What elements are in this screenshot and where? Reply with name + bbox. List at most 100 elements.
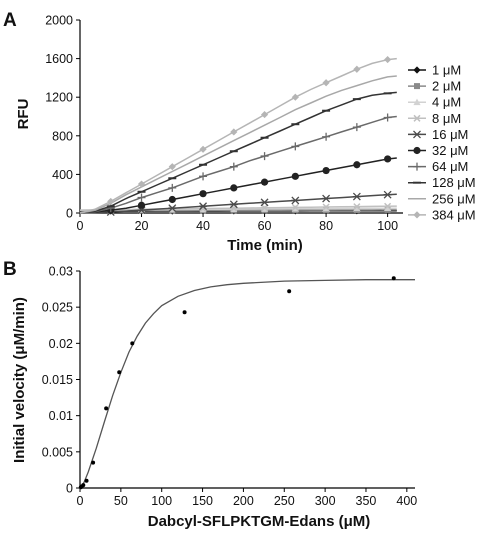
series-point-384-m	[107, 197, 115, 206]
legend-label-4-m: 4 μM	[432, 95, 461, 110]
panel-b-x-tick-label: 400	[396, 494, 417, 508]
series-point-384-m	[199, 145, 207, 153]
panel-b-x-axis-title: Dabcyl-SFLPKTGM-Edans (μM)	[148, 513, 371, 530]
panel-b-y-tick-label: 0.015	[42, 373, 73, 387]
series-point-8-m	[291, 203, 299, 211]
series-point-16-m	[229, 200, 238, 209]
series-point-384-m	[322, 79, 330, 87]
panel-b-y-tick-label: 0.005	[42, 445, 73, 459]
panel-a-y-tick-label: 1600	[45, 52, 73, 66]
panel-a-x-tick-label: 0	[77, 219, 84, 233]
legend-label-2-m: 2 μM	[432, 79, 461, 94]
legend-label-128-m: 128 μM	[432, 175, 476, 190]
panel-a-x-axis-title: Time (min)	[227, 237, 303, 254]
data-point	[91, 460, 96, 465]
series-point-8-m	[322, 203, 330, 211]
series-line-384-m	[79, 57, 397, 214]
legend-label-1-m: 1 μM	[432, 63, 461, 78]
series-line-16-m	[79, 193, 397, 214]
data-point	[182, 310, 187, 315]
series-point-32-m	[137, 201, 146, 209]
series-point-16-m	[260, 198, 269, 207]
panel-a-label: A	[3, 10, 17, 31]
legend-marker-64-m	[413, 162, 421, 171]
panel-a-x-tick-label: 80	[319, 219, 333, 233]
legend-label-8-m: 8 μM	[432, 111, 461, 126]
series-line-128-m	[79, 91, 397, 214]
legend-marker-16-m	[413, 130, 421, 139]
series-point-384-m	[384, 55, 392, 64]
legend-label-384-m: 384 μM	[432, 207, 476, 222]
data-point	[287, 289, 292, 294]
series-point-32-m	[230, 184, 238, 192]
data-point	[130, 341, 135, 346]
series-point-64-m	[383, 113, 392, 122]
series-point-16-m	[352, 192, 361, 201]
panel-b-y-tick-label: 0.02	[49, 337, 73, 351]
series-line-32-m	[79, 157, 397, 214]
series-point-16-m	[291, 196, 300, 205]
panel-b-x-tick-label: 0	[77, 494, 84, 508]
legend-marker-8-m	[413, 114, 421, 122]
data-point	[391, 276, 396, 281]
series-point-64-m	[322, 132, 331, 141]
panel-b-label: B	[3, 259, 17, 280]
data-point	[84, 478, 89, 483]
data-point	[81, 483, 86, 488]
panel-a-y-tick-label: 400	[52, 168, 73, 182]
legend-label-256-m: 256 μM	[432, 191, 476, 206]
panel-b-x-tick-label: 50	[114, 494, 128, 508]
series-point-4-m	[384, 204, 392, 212]
series-point-384-m	[353, 65, 361, 73]
panel-b-x-tick-label: 150	[192, 494, 213, 508]
legend-label-32-m: 32 μM	[432, 143, 468, 158]
series-point-16-m	[383, 190, 392, 199]
series-point-16-m	[322, 194, 331, 203]
legend-label-16-m: 16 μM	[432, 127, 468, 142]
panel-b-y-axis-title: Initial velocity (μM/min)	[11, 297, 28, 463]
series-point-384-m	[230, 128, 238, 136]
series-point-64-m	[229, 162, 238, 171]
series-point-384-m	[260, 110, 269, 119]
legend-marker-384-m	[413, 211, 421, 219]
series-point-384-m	[168, 163, 176, 171]
panel-b-y-tick-label: 0.01	[49, 409, 73, 423]
series-point-8-m	[261, 204, 269, 212]
panel-b-y-tick-label: 0.025	[42, 301, 73, 315]
series-point-4-m	[353, 204, 361, 212]
panel-b-x-tick-label: 300	[315, 494, 336, 508]
series-point-32-m	[260, 178, 269, 186]
series-point-384-m	[291, 93, 299, 101]
series-point-64-m	[352, 123, 361, 132]
series-line-8-m	[79, 205, 397, 211]
series-point-32-m	[168, 195, 176, 204]
data-point	[117, 370, 122, 375]
panel-b-y-tick-label: 0	[66, 482, 73, 496]
panel-b-x-tick-label: 350	[356, 494, 377, 508]
series-point-64-m	[168, 183, 177, 192]
panel-a-y-tick-label: 1200	[45, 91, 73, 105]
series-point-32-m	[353, 161, 361, 169]
series-point-32-m	[322, 166, 330, 175]
panel-b-chart: 0 0.005 0.01 0.015 0.02 0.025 0.03 0 50 100 150 200…	[42, 265, 418, 509]
series-point-16-m	[199, 202, 208, 211]
panel-a-y-axis-title: RFU	[15, 99, 32, 130]
series-point-384-m	[137, 180, 146, 188]
data-point	[104, 406, 109, 411]
series-point-64-m	[260, 152, 269, 161]
legend-label-64-m: 64 μM	[432, 159, 468, 174]
panel-b-x-tick-label: 200	[233, 494, 254, 508]
panel-a-y-tick-label: 2000	[45, 14, 73, 28]
legend-marker-4-m	[413, 98, 421, 106]
panel-a-y-tick-label: 0	[66, 207, 73, 221]
series-point-64-m	[199, 172, 208, 181]
series-point-8-m	[353, 203, 361, 211]
legend-marker-1-m	[413, 66, 421, 74]
panel-b-x-tick-label: 250	[274, 494, 295, 508]
legend-marker-2-m	[414, 83, 420, 90]
fit-curve	[79, 279, 415, 489]
series-point-64-m	[291, 142, 300, 151]
series-line-64-m	[79, 115, 397, 214]
panel-b-x-tick-label: 100	[151, 494, 172, 508]
